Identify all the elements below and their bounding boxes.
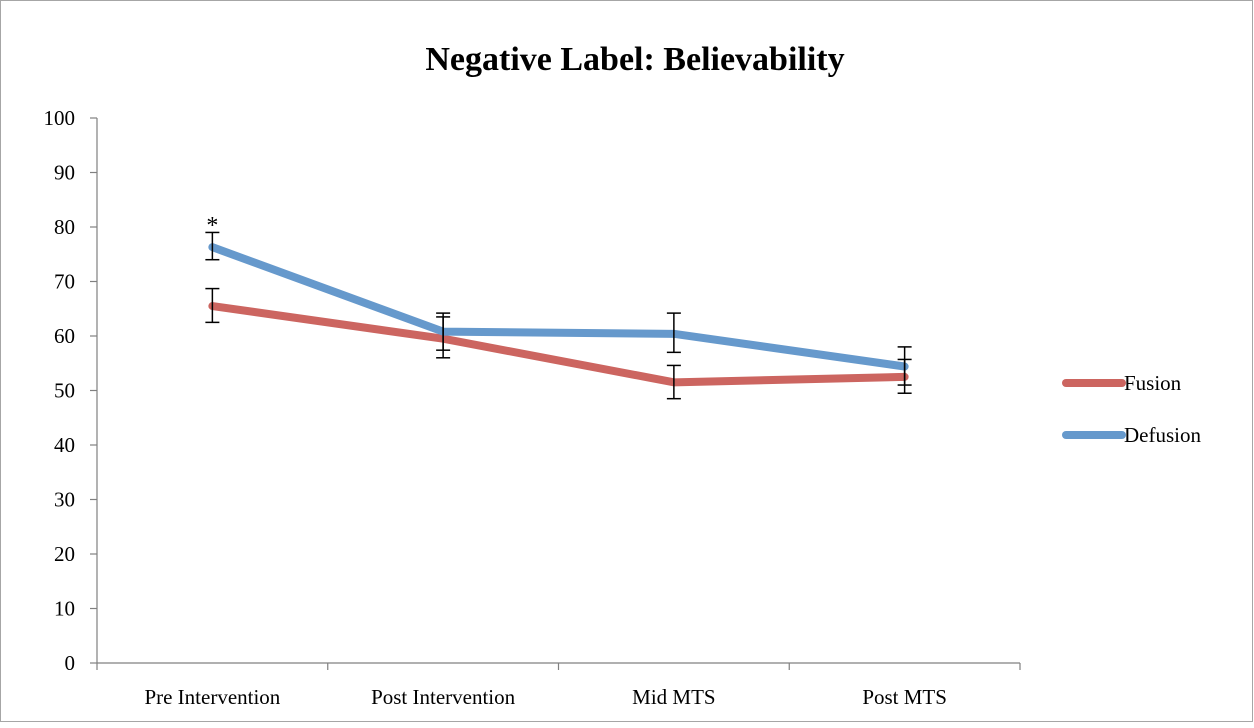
x-tick-label: Pre Intervention [144,685,280,709]
legend-label: Fusion [1124,371,1182,395]
error-bars [205,231,912,400]
y-tick-label: 30 [54,488,75,512]
y-tick-labels: 0 10 20 30 40 50 60 70 80 90 100 [44,106,76,675]
legend: Fusion Defusion [1062,371,1201,447]
y-tick-label: 100 [44,106,76,130]
series-line-fusion [208,302,909,387]
x-tick-label: Mid MTS [632,685,715,709]
y-tick-label: 10 [54,597,75,621]
error-bar [436,312,451,351]
annotations: * [206,213,218,239]
y-tick-label: 50 [54,379,75,403]
legend-item-fusion: Fusion [1062,371,1182,395]
x-tick-label: Post Intervention [371,685,516,709]
error-bar [205,287,220,324]
series-lines [208,243,909,387]
error-bar [666,364,681,400]
series-line-defusion [208,243,909,371]
y-tick-label: 70 [54,270,75,294]
significance-marker: * [206,213,218,239]
chart-title: Negative Label: Believability [425,41,844,78]
error-bar [205,231,220,261]
axis-ticks [90,117,1021,670]
x-tick-labels: Pre Intervention Post Intervention Mid MTS… [144,685,947,709]
y-tick-label: 60 [54,324,75,348]
error-bar [897,346,912,386]
y-tick-label: 90 [54,161,75,185]
x-tick-label: Post MTS [862,685,947,709]
legend-item-defusion: Defusion [1062,423,1201,447]
y-tick-label: 40 [54,433,75,457]
y-tick-label: 80 [54,215,75,239]
y-tick-label: 0 [65,651,76,675]
error-bar [666,312,681,354]
legend-label: Defusion [1124,423,1201,447]
y-tick-label: 20 [54,542,75,566]
